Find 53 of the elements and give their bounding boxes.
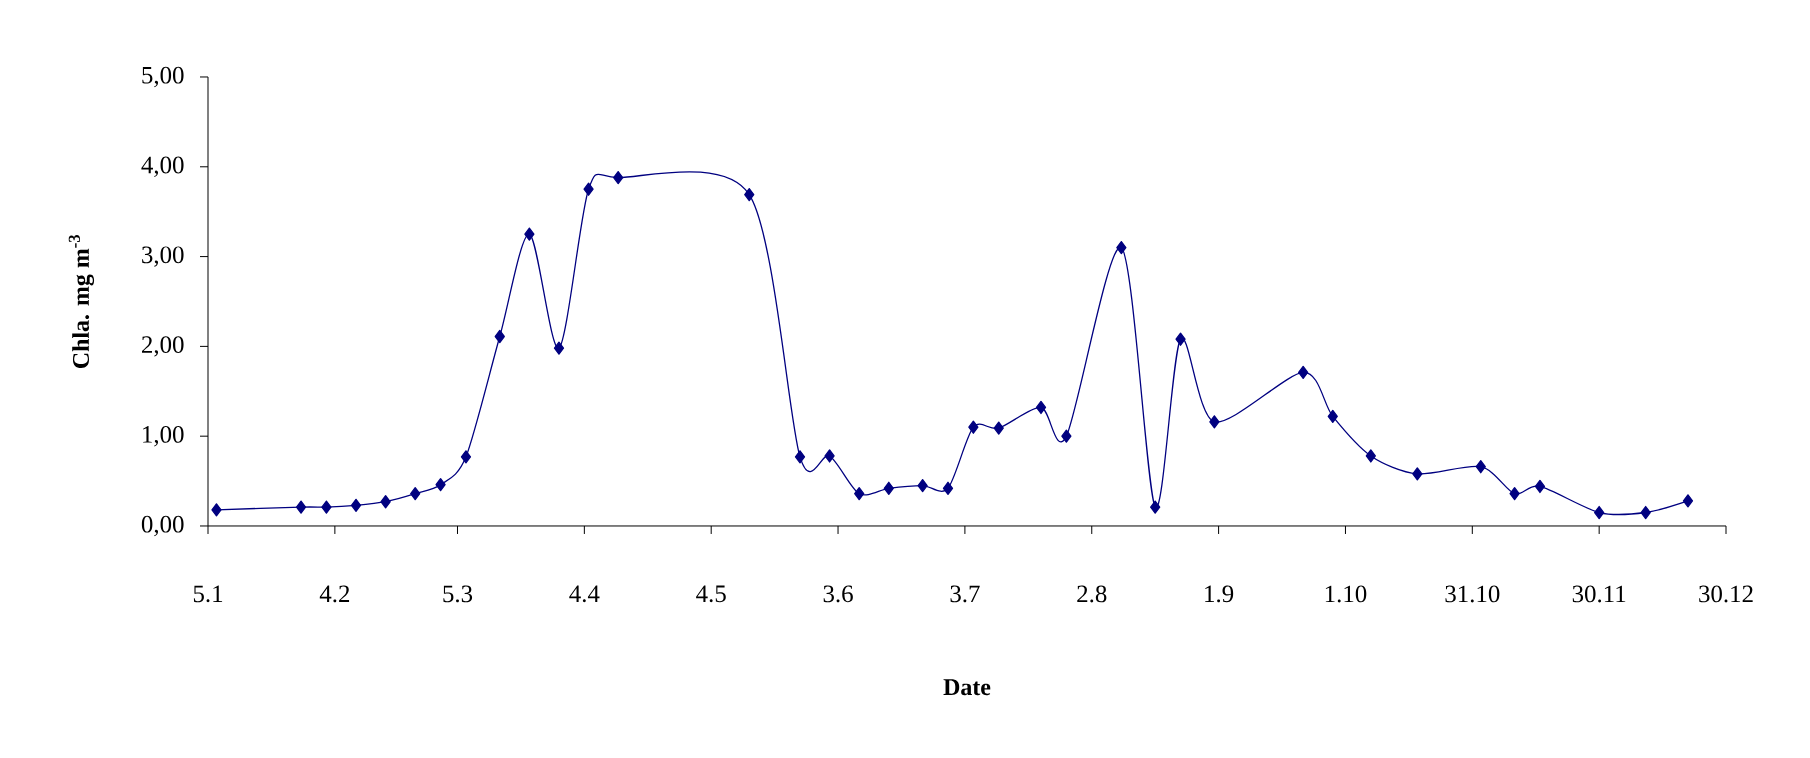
y-tick-label: 3,00 bbox=[142, 246, 184, 267]
point bbox=[524, 227, 535, 241]
point bbox=[1682, 494, 1694, 508]
point bbox=[1175, 332, 1186, 346]
point bbox=[1298, 365, 1309, 380]
point bbox=[553, 341, 565, 355]
x-tick-label: 4.4 bbox=[569, 585, 600, 603]
x-tick-label: 3.7 bbox=[950, 585, 980, 603]
y-tick-label: 5,00 bbox=[142, 66, 184, 88]
point bbox=[1475, 460, 1486, 474]
point bbox=[613, 170, 624, 185]
point bbox=[1116, 240, 1127, 255]
y-tick-label: 2,00 bbox=[142, 336, 184, 357]
point bbox=[1327, 409, 1338, 424]
point bbox=[435, 478, 446, 492]
x-tick-label: 31.10 bbox=[1445, 585, 1500, 603]
x-tick-label: 5.3 bbox=[443, 585, 473, 603]
point bbox=[1594, 505, 1605, 520]
x-tick-label: 30.11 bbox=[1572, 585, 1626, 603]
x-tick-label: 1.10 bbox=[1325, 585, 1367, 603]
x-tick-label: 1.9 bbox=[1205, 585, 1234, 603]
point bbox=[824, 449, 835, 463]
point bbox=[1640, 505, 1651, 520]
y-tick-label: 4,00 bbox=[141, 156, 184, 177]
point bbox=[942, 481, 954, 495]
y-tick-label: 0,00 bbox=[141, 515, 184, 537]
x-tick-label: 5.1 bbox=[193, 585, 223, 603]
x-tick-label: 3.6 bbox=[823, 585, 853, 603]
y-axis-title: Chla. mg m$^{-3}$ bbox=[68, 234, 95, 368]
point bbox=[917, 478, 928, 493]
x-tick-label: 2.8 bbox=[1077, 585, 1107, 603]
point bbox=[854, 487, 865, 501]
x-tick-label: 4.2 bbox=[319, 585, 350, 603]
point bbox=[1035, 400, 1047, 415]
x-tick-label: 4.5 bbox=[696, 585, 726, 603]
point bbox=[1150, 500, 1161, 514]
x-tick-label: 30.12 bbox=[1699, 585, 1753, 603]
point bbox=[744, 187, 755, 202]
point bbox=[993, 421, 1004, 435]
point bbox=[1209, 415, 1220, 429]
y-tick-label: 1,00 bbox=[143, 425, 184, 447]
point bbox=[1061, 429, 1072, 443]
point bbox=[1412, 467, 1423, 481]
point bbox=[460, 450, 472, 464]
point bbox=[1365, 449, 1376, 463]
point bbox=[883, 481, 894, 495]
point bbox=[1534, 479, 1546, 494]
point bbox=[968, 420, 979, 434]
x-axis-title: Date bbox=[943, 679, 991, 696]
point bbox=[583, 182, 594, 196]
point bbox=[794, 450, 806, 464]
point bbox=[494, 329, 505, 344]
point bbox=[1509, 487, 1520, 501]
